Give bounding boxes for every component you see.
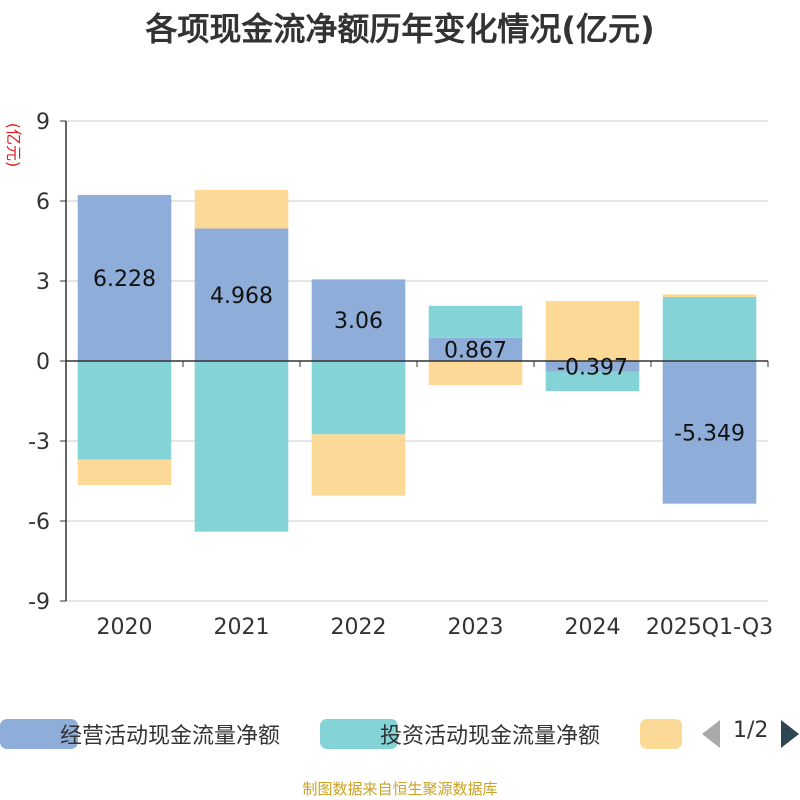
bar-series-0 [662,361,757,504]
bar-series-1 [428,305,523,338]
bar-series-1 [194,361,289,532]
bar-series-2 [311,434,406,496]
y-tick-label: -6 [28,510,50,535]
bars [77,189,757,532]
x-tick-label: 2024 [565,615,621,640]
bar-series-1 [77,361,172,460]
bar-series-2 [77,459,172,485]
data-label: -0.397 [557,355,628,380]
x-tick-label: 2023 [448,615,504,640]
y-tick-label: -3 [28,430,50,455]
y-tick-label: -9 [28,590,50,615]
axes: -9 -6 -3 0 3 6 9 2020 2021 2022 2023 2024 2025Q1-Q3 (… [4,110,773,640]
legend-swatch-operating [0,719,78,749]
bar-series-1 [545,371,640,392]
bar-series-0 [194,228,289,361]
chart-title: 各项现金流净额历年变化情况(亿元) [145,10,655,48]
x-tick-label: 2020 [97,615,153,640]
bar-series-0 [545,361,640,372]
data-label: 3.06 [334,309,383,334]
data-labels: 6.228 4.968 3.06 0.867 -0.397 -5.349 [93,267,745,446]
legend-swatch-financing [640,719,682,749]
bar-series-1 [311,361,406,435]
bar-series-2 [662,294,757,297]
bar-series-1 [662,297,757,361]
x-tick-label: 2025Q1-Q3 [646,615,773,640]
legend-label-operating: 经营活动现金流量净额 [60,724,281,749]
bar-series-0 [77,194,172,361]
bar-series-0 [311,279,406,361]
legend-prev-icon[interactable] [702,720,720,748]
data-label: 0.867 [444,338,507,363]
data-label: -5.349 [674,421,745,446]
bar-series-2 [545,301,640,361]
bar-series-2 [194,189,289,229]
y-axis-label: (亿元) [4,123,23,168]
bar-series-0 [428,337,523,361]
y-tick-label: 0 [36,350,50,375]
y-tick-label: 3 [36,270,50,295]
gridlines [66,120,768,602]
legend-next-icon[interactable] [781,720,799,748]
x-tick-label: 2022 [331,615,387,640]
legend: 经营活动现金流量净额 投资活动现金流量净额 1/2 [0,712,800,756]
y-tick-label: 9 [36,110,50,135]
chart-canvas: -9 -6 -3 0 3 6 9 2020 2021 2022 2023 2024 2025Q1-Q3 (… [4,110,773,640]
x-tick-label: 2021 [214,615,270,640]
data-label: 6.228 [93,267,156,292]
bar-series-2 [428,361,523,385]
legend-page-indicator: 1/2 [733,718,769,743]
legend-label-investing: 投资活动现金流量净额 [380,724,601,749]
legend-swatch-investing [320,719,398,749]
data-source: 制图数据来自恒生聚源数据库 [302,780,498,798]
data-label: 4.968 [210,284,273,309]
y-tick-label: 6 [36,190,50,215]
